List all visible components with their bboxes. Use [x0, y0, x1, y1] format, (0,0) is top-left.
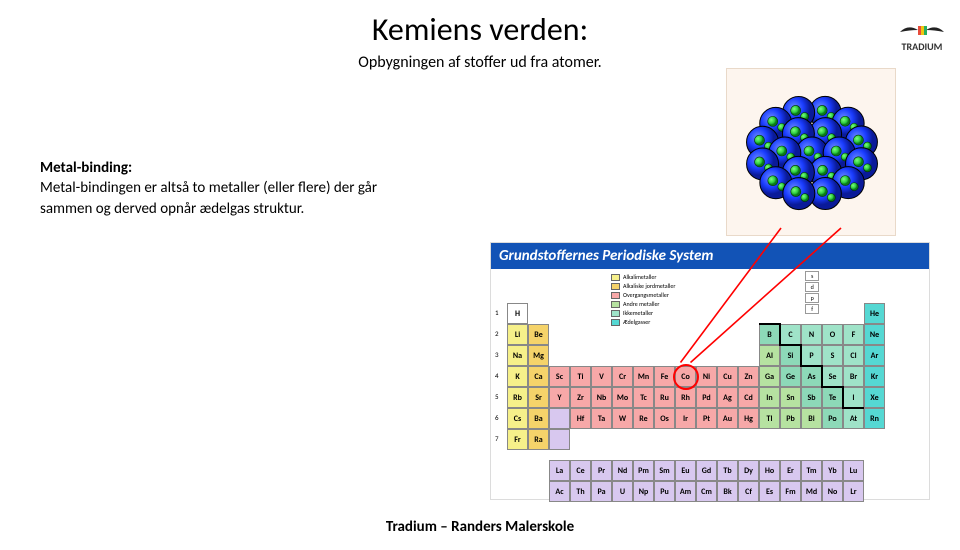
atom-cluster-figure — [726, 68, 896, 236]
footer-text: Tradium – Randers Malerskole — [0, 518, 960, 536]
element-cell-f: Cm — [696, 481, 717, 502]
element-cell-f: Es — [759, 481, 780, 502]
body-line-1: Metal-bindingen er altså to metaller (el… — [40, 178, 480, 198]
element-cell-f: Gd — [696, 460, 717, 481]
element-cell-f: Bk — [717, 481, 738, 502]
body-text-block: Metal-binding: Metal-bindingen er altså … — [40, 158, 480, 219]
element-cell-f: Pm — [633, 460, 654, 481]
element-cell-f: Tb — [717, 460, 738, 481]
element-cell-f: Dy — [738, 460, 759, 481]
element-cell-f: Yb — [822, 460, 843, 481]
element-cell-f: Nd — [612, 460, 633, 481]
element-cell-f: Np — [633, 481, 654, 502]
element-cell-f: Pr — [591, 460, 612, 481]
annotation-circle — [673, 364, 699, 390]
page-title: Kemiens verden: — [0, 10, 960, 49]
body-line-2: sammen og derved opnår ædelgas struktur. — [40, 199, 480, 219]
brand-logo: TRADIUM — [896, 20, 948, 53]
periodic-table-figure: Grundstoffernes Periodiske System Alkali… — [490, 242, 930, 500]
element-cell-f: Ho — [759, 460, 780, 481]
atom-cluster-icon — [727, 69, 897, 237]
logo-wings-icon — [896, 20, 948, 40]
element-cell-f: La — [549, 460, 570, 481]
element-cell-f: Er — [780, 460, 801, 481]
element-cell-f: U — [612, 481, 633, 502]
element-cell-f: Sm — [654, 460, 675, 481]
element-cell-f: Am — [675, 481, 696, 502]
element-cell-f: No — [822, 481, 843, 502]
element-cell-f: Pa — [591, 481, 612, 502]
body-heading: Metal-binding: — [40, 158, 480, 178]
element-cell-f: Pu — [654, 481, 675, 502]
element-cell-f: Ac — [549, 481, 570, 502]
element-cell-f: Tm — [801, 460, 822, 481]
periodic-table-title: Grundstoffernes Periodiske System — [491, 243, 929, 269]
element-cell-f: Cf — [738, 481, 759, 502]
element-cell-f: Th — [570, 481, 591, 502]
element-cell-f: Lu — [843, 460, 864, 481]
element-cell-f: Fm — [780, 481, 801, 502]
element-cell-f: Ce — [570, 460, 591, 481]
element-cell-f: Eu — [675, 460, 696, 481]
periodic-table-body: AlkalimetallerAlkaliske jordmetallerOver… — [491, 269, 929, 499]
element-cell-f: Md — [801, 481, 822, 502]
logo-text: TRADIUM — [902, 40, 943, 53]
element-cell-f: Lr — [843, 481, 864, 502]
